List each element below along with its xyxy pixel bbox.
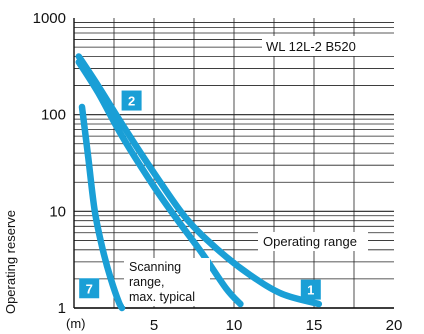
- y-tick-label: 1000: [33, 10, 66, 27]
- badge-label-1: 1: [307, 283, 314, 298]
- badge-label-2: 2: [128, 94, 135, 109]
- operating-range-label: Operating range: [263, 234, 357, 249]
- chart-labels: WL 12L-2 B520 Operating range Scanning r…: [3, 36, 400, 331]
- y-axis-label: Operating reserve: [3, 210, 18, 314]
- curve-badges: 1 2 7: [79, 90, 321, 300]
- x-axis-unit: (m): [66, 316, 86, 331]
- operating-range-background: [258, 232, 368, 251]
- scanning-range-label-line2: range,: [129, 275, 164, 289]
- curves: [75, 53, 323, 312]
- curve-2: [75, 58, 244, 308]
- scanning-range-label-line3: max. typical: [129, 290, 195, 304]
- x-tick-label: 5: [150, 317, 158, 334]
- curve-1: [75, 53, 323, 308]
- x-tick-label: 20: [386, 317, 403, 334]
- badge-2: [121, 90, 142, 111]
- y-tick-label: 100: [41, 107, 66, 124]
- badge-7: [79, 278, 100, 299]
- badge-label-7: 7: [86, 281, 93, 296]
- axes: 5 10 15 20 1 10 100 1000: [33, 10, 403, 334]
- curve-7: [78, 103, 126, 312]
- badge-1: [300, 279, 321, 300]
- x-tick-label: 10: [226, 317, 243, 334]
- y-tick-label: 1: [58, 300, 66, 317]
- chart-title: WL 12L-2 B520: [266, 39, 356, 54]
- scanning-range-label-line1: Scanning: [129, 260, 181, 274]
- scanning-range-background: [124, 258, 210, 306]
- title-background: [262, 36, 400, 56]
- x-tick-label: 15: [306, 317, 323, 334]
- y-tick-label: 10: [49, 203, 66, 220]
